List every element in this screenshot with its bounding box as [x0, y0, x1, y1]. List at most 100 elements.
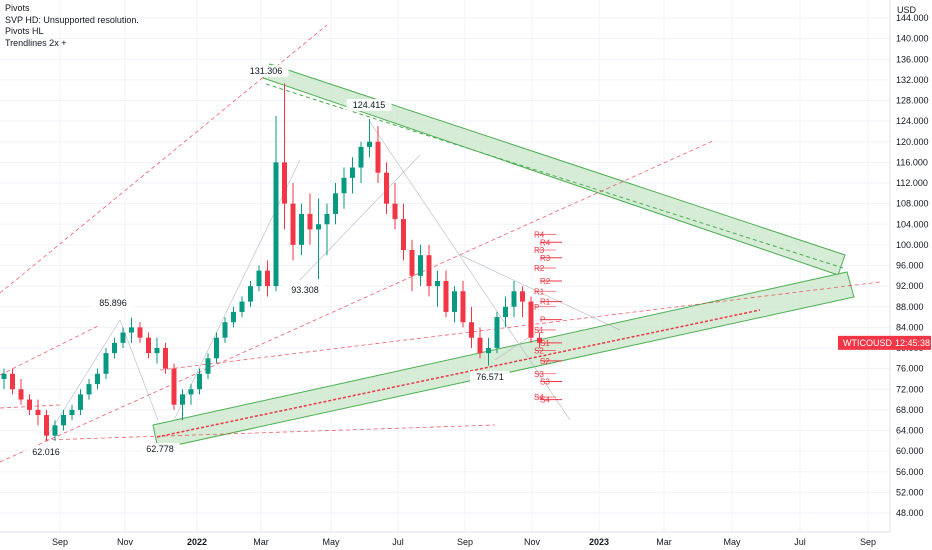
dashed-trend-line	[0, 139, 716, 463]
candle-body	[282, 162, 287, 204]
candle-body	[426, 255, 432, 287]
pivot-label-box	[285, 284, 325, 296]
candle-body	[86, 384, 92, 395]
currency-label: USD	[897, 5, 917, 15]
pivot-connector-line	[44, 319, 121, 441]
price-tick-label: 112.000	[896, 178, 928, 188]
pivot-level-label: S3	[534, 370, 544, 379]
candle-body	[112, 342, 117, 354]
candle-body	[248, 286, 253, 302]
time-axis[interactable]: Sep Nov 2022 Mar May Jul Sep Nov 2023 Mar May Jul Se…	[0, 531, 890, 547]
support-trend-line	[156, 309, 761, 438]
candle-body	[146, 337, 151, 354]
pivot-label-box	[26, 446, 66, 458]
candle-body	[537, 337, 542, 343]
time-tick-label: 2023	[589, 537, 609, 547]
trendline-drawings[interactable]	[0, 24, 881, 463]
pivot-label-text: 124.415	[353, 100, 386, 110]
pivot-connector-line	[299, 154, 421, 281]
candle-body	[137, 327, 143, 338]
price-tick-label: 48.000	[896, 508, 924, 518]
price-tick-label: 116.000	[896, 157, 928, 167]
pivot-level-label: R2	[540, 277, 551, 286]
candlestick-series	[1, 83, 542, 441]
grid-lines	[0, 0, 890, 532]
pivot-level-label: R4	[534, 231, 545, 240]
candle-body	[214, 337, 219, 359]
pivot-label-text: 85.896	[99, 298, 127, 308]
price-tick-label: 68.000	[896, 405, 924, 415]
price-tick-label: 84.000	[896, 322, 924, 332]
time-tick-label: Jul	[794, 537, 806, 547]
descending-channel-midline	[265, 83, 844, 269]
candle-body	[401, 219, 406, 251]
time-tick-label: Nov	[117, 537, 134, 547]
candle-body	[384, 172, 389, 204]
pivot-label-text: 76.571	[476, 372, 504, 382]
pivot-label-box	[243, 65, 289, 77]
price-tick-label: 56.000	[896, 467, 924, 477]
candle-body	[316, 224, 321, 230]
candle-body	[180, 394, 185, 405]
indicator-legend: Pivots SVP HD: Unsupported resolution. P…	[5, 3, 139, 49]
pivot-connector-line	[174, 159, 301, 419]
countdown-label: 12:45:38	[895, 338, 930, 348]
candle-body	[452, 291, 457, 312]
candle-body	[494, 317, 500, 348]
price-tick-label: 124.000	[896, 116, 929, 126]
pivot-level-label: R3	[534, 246, 545, 255]
candle-body	[103, 353, 109, 374]
pivot-connector-line	[459, 254, 621, 331]
pivot-high-low-labels: 62.016 85.896 62.778 131.306 93.308 124.415 76…	[26, 65, 510, 458]
pivot-label-box	[93, 297, 133, 309]
pivot-level-label: S4	[534, 393, 544, 402]
candle-body	[95, 373, 100, 385]
last-price-tag[interactable]: WTICOUSD 12:45:38	[838, 335, 931, 350]
last-price-tag-bg	[838, 335, 931, 350]
candle-body	[511, 291, 517, 307]
candle-body	[307, 213, 313, 230]
candle-body	[1, 373, 7, 379]
candle-body	[44, 415, 49, 436]
candle-body	[392, 203, 398, 220]
price-tick-label: 96.000	[896, 261, 924, 271]
pivot-level-label: R1	[534, 287, 545, 296]
indicator-pivots[interactable]: Pivots	[5, 3, 30, 13]
candle-body	[469, 322, 474, 338]
price-tick-label: 132.000	[896, 75, 929, 85]
candle-body	[477, 337, 483, 354]
price-tick-label: 128.000	[896, 96, 929, 106]
candle-body	[205, 358, 211, 374]
candle-body	[299, 213, 304, 245]
indicator-pivots-hl[interactable]: Pivots HL	[5, 26, 44, 36]
candle-body	[69, 409, 75, 416]
candle-body	[27, 399, 32, 410]
candle-body	[10, 373, 15, 390]
dashed-trend-line	[0, 324, 101, 376]
candle-body	[435, 280, 440, 287]
price-axis[interactable]: 48.000 52.000 56.000 60.000 64.000 68.000 72.0…	[838, 0, 931, 532]
candle-body	[443, 280, 449, 312]
candle-body	[18, 389, 24, 400]
price-tick-label: 136.000	[896, 54, 929, 64]
candle-body	[231, 311, 236, 323]
price-tick-label: 104.000	[896, 219, 929, 229]
candle-body	[197, 373, 202, 390]
time-tick-label: Mar	[253, 537, 269, 547]
pivot-label-box	[346, 99, 392, 111]
candle-body	[324, 213, 330, 225]
pivot-label-text: 62.778	[146, 444, 174, 454]
indicator-trendlines[interactable]: Trendlines 2x +	[5, 37, 67, 48]
pivot-level-label: S1	[540, 339, 550, 348]
candle-body	[171, 368, 177, 405]
indicator-svp-hd[interactable]: SVP HD: Unsupported resolution.	[5, 14, 139, 25]
ascending-channel	[152, 271, 855, 450]
pivot-label-box	[470, 371, 510, 383]
time-tick-label: May	[723, 537, 741, 547]
pivot-level-label: P	[534, 303, 539, 312]
pivot-level-label: S1	[534, 326, 544, 335]
pivot-connector-line	[119, 319, 159, 421]
